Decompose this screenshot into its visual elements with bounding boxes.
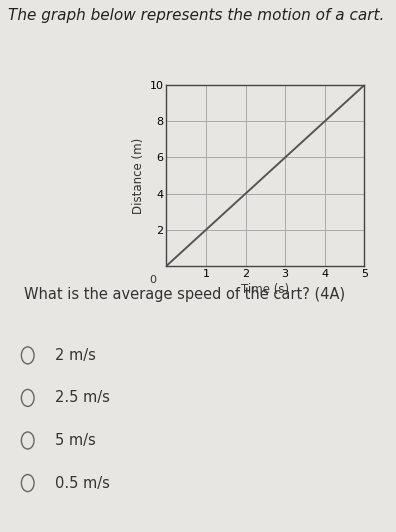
Y-axis label: Distance (m): Distance (m) (132, 137, 145, 214)
Text: 2 m/s: 2 m/s (55, 348, 96, 363)
Text: 0.5 m/s: 0.5 m/s (55, 476, 110, 491)
Text: 0: 0 (149, 275, 156, 285)
Text: 5 m/s: 5 m/s (55, 433, 96, 448)
Text: 2.5 m/s: 2.5 m/s (55, 390, 110, 405)
Text: The graph below represents the motion of a cart.: The graph below represents the motion of… (8, 8, 384, 23)
Text: What is the average speed of the cart? (4A): What is the average speed of the cart? (… (24, 287, 345, 302)
X-axis label: Time (s): Time (s) (241, 283, 289, 296)
